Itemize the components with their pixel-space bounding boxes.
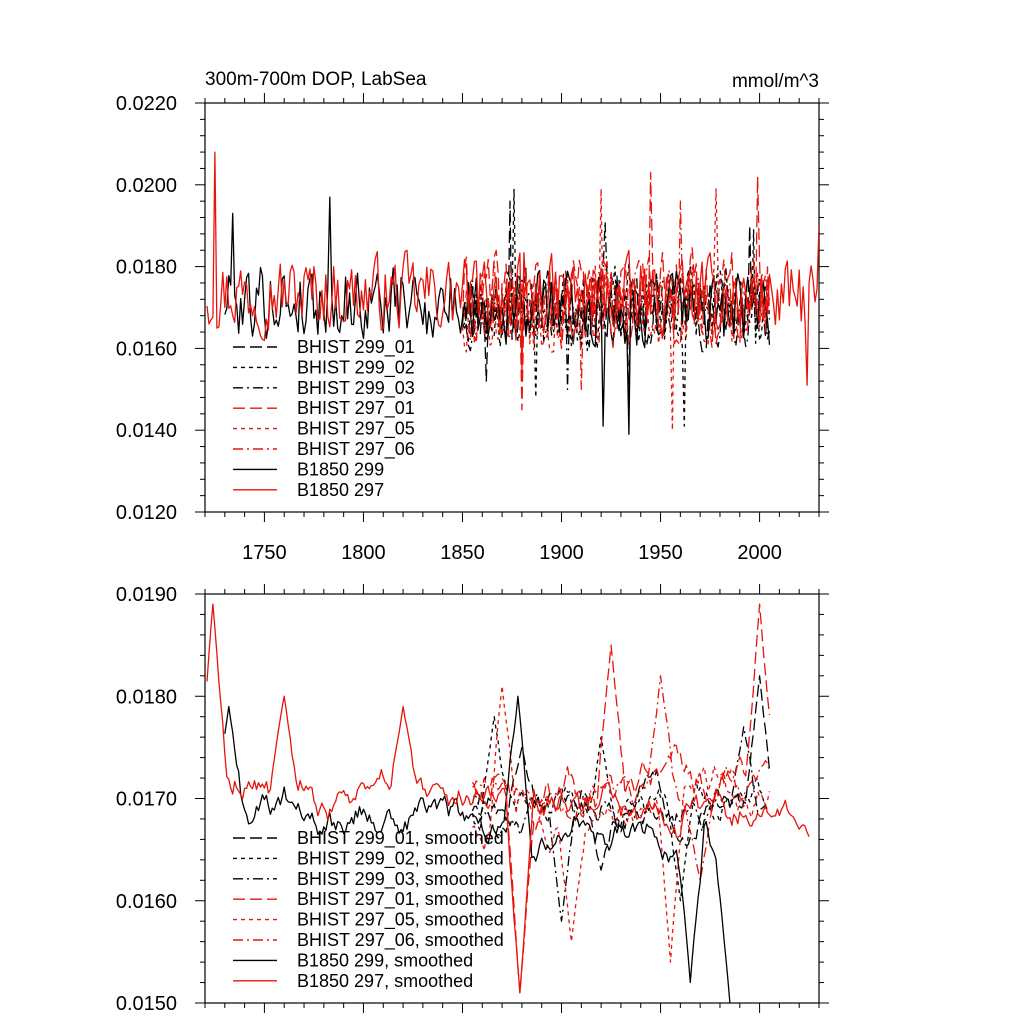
series-line-b1850-297 — [206, 151, 819, 386]
x-tick-label: 1850 — [440, 542, 485, 564]
bottom-ticks: 0.0150 0.0160 0.0170 0.0180 0.0190 — [116, 584, 829, 1015]
series-line-b1850-297-smoothed — [206, 603, 810, 994]
x-tick-label: 1800 — [341, 542, 386, 564]
legend-label: BHIST 297_01 — [297, 398, 415, 419]
legend-label: BHIST 297_06, smoothed — [297, 930, 504, 951]
bottom-series — [206, 603, 810, 1003]
top-plot-frame — [204, 102, 820, 513]
top-title: 300m-700m DOP, LabSea — [205, 69, 427, 90]
legend-label: BHIST 297_05, smoothed — [297, 910, 504, 931]
series-line-b1850-299-smoothed — [224, 695, 731, 1003]
legend-label: B1850 299, smoothed — [297, 950, 473, 970]
legend-label: B1850 297 — [297, 480, 384, 500]
legend-label: BHIST 297_06 — [297, 439, 415, 460]
legend-label: BHIST 299_02, smoothed — [297, 848, 504, 869]
x-tick-label: 1900 — [539, 542, 584, 564]
y-tick-label: 0.0190 — [116, 584, 177, 606]
y-tick-label: 0.0220 — [116, 93, 177, 115]
legend-label: BHIST 299_01 — [297, 337, 415, 358]
series-line-bhist-297-06-smoothed — [471, 675, 771, 881]
y-tick-label: 0.0180 — [116, 686, 177, 708]
top-units: mmol/m^3 — [732, 71, 819, 92]
series-line-bhist-299-01-smoothed — [471, 675, 771, 871]
legend-label: BHIST 299_01, smoothed — [297, 828, 504, 849]
y-tick-label: 0.0150 — [116, 993, 177, 1015]
y-tick-label: 0.0200 — [116, 175, 177, 197]
y-tick-label: 0.0170 — [116, 789, 177, 811]
y-tick-label: 0.0140 — [116, 420, 177, 442]
top-ticks: 1750 1800 1850 1900 1950 2000 0.0120 0.0140 0.01… — [116, 93, 829, 564]
y-tick-label: 0.0180 — [116, 257, 177, 279]
legend-label: BHIST 297_05 — [297, 419, 415, 440]
legend-label: BHIST 297_01, smoothed — [297, 889, 504, 910]
legend-label: B1850 299 — [297, 459, 384, 479]
top-panel: 300m-700m DOP, LabSea mmol/m^3 1750 1800 1… — [116, 69, 829, 564]
x-tick-label: 1750 — [242, 542, 287, 564]
series-line-bhist-297-01-smoothed — [472, 603, 771, 994]
legend-label: BHIST 299_03 — [297, 378, 415, 399]
x-tick-label: 2000 — [737, 542, 782, 564]
series-line-bhist-299-01 — [461, 200, 771, 407]
legend-label: BHIST 299_03, smoothed — [297, 869, 504, 890]
y-tick-label: 0.0120 — [116, 502, 177, 524]
series-line-bhist-297-05-smoothed — [472, 685, 771, 963]
series-line-bhist-297-01 — [461, 171, 771, 411]
legend-label: B1850 297, smoothed — [297, 971, 473, 991]
y-tick-label: 0.0160 — [116, 338, 177, 360]
y-tick-label: 0.0160 — [116, 891, 177, 913]
legend-label: BHIST 299_02 — [297, 357, 415, 378]
top-series — [206, 151, 819, 435]
x-tick-label: 1950 — [638, 542, 683, 564]
bottom-panel: 0.0150 0.0160 0.0170 0.0180 0.0190 BHIST 299… — [116, 584, 829, 1015]
